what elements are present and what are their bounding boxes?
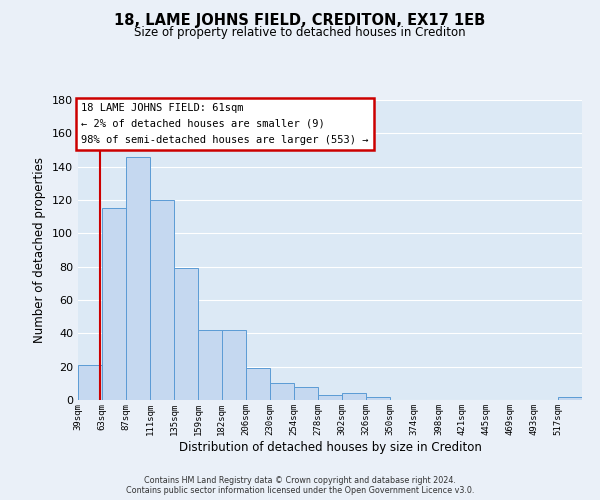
Bar <box>126 156 150 400</box>
Text: 18, LAME JOHNS FIELD, CREDITON, EX17 1EB: 18, LAME JOHNS FIELD, CREDITON, EX17 1EB <box>115 12 485 28</box>
Bar <box>175 268 199 400</box>
Bar <box>245 368 270 400</box>
Bar <box>342 394 366 400</box>
Bar <box>199 330 223 400</box>
Text: Contains public sector information licensed under the Open Government Licence v3: Contains public sector information licen… <box>126 486 474 495</box>
Bar <box>78 365 102 400</box>
Bar <box>270 384 294 400</box>
Bar <box>150 200 175 400</box>
Y-axis label: Number of detached properties: Number of detached properties <box>34 157 46 343</box>
Bar <box>318 395 342 400</box>
Bar <box>558 396 582 400</box>
Text: 18 LAME JOHNS FIELD: 61sqm
← 2% of detached houses are smaller (9)
98% of semi-d: 18 LAME JOHNS FIELD: 61sqm ← 2% of detac… <box>81 104 368 144</box>
Text: Contains HM Land Registry data © Crown copyright and database right 2024.: Contains HM Land Registry data © Crown c… <box>144 476 456 485</box>
Bar <box>294 386 318 400</box>
X-axis label: Distribution of detached houses by size in Crediton: Distribution of detached houses by size … <box>179 440 481 454</box>
Bar <box>221 330 245 400</box>
Bar <box>102 208 126 400</box>
Bar <box>366 396 390 400</box>
Text: Size of property relative to detached houses in Crediton: Size of property relative to detached ho… <box>134 26 466 39</box>
